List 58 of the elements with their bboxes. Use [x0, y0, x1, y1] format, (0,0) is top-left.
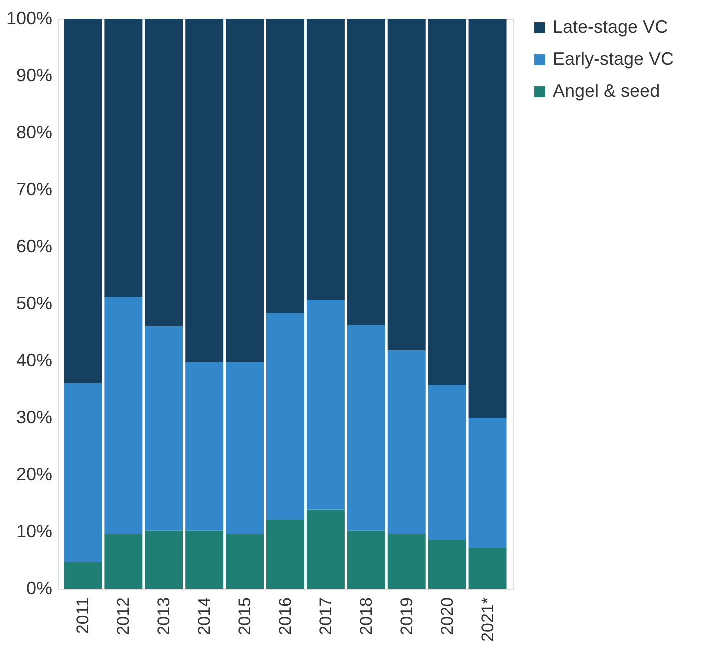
- bar: [468, 19, 507, 418]
- x-tick-label: 2020: [438, 598, 457, 636]
- bar: [347, 325, 386, 531]
- y-tick-label: 50%: [16, 294, 52, 314]
- bar: [145, 19, 184, 327]
- bar: [104, 19, 143, 298]
- bar: [428, 384, 466, 540]
- y-tick-label: 0%: [26, 578, 52, 598]
- bar: [306, 300, 345, 510]
- y-tick-label: 100%: [6, 8, 52, 28]
- bar: [347, 19, 386, 326]
- x-tick-label: 2016: [276, 598, 295, 636]
- x-tick-label: 2013: [154, 598, 174, 636]
- bar: [104, 534, 143, 589]
- bar: [468, 418, 507, 548]
- legend-label: Angel & seed: [553, 81, 660, 101]
- bar: [226, 534, 264, 589]
- y-tick-label: 40%: [16, 350, 52, 370]
- bar: [428, 19, 466, 385]
- bar: [347, 530, 386, 589]
- y-tick-label: 60%: [16, 236, 52, 256]
- bar: [388, 534, 426, 589]
- legend-label: Late-stage VC: [553, 17, 668, 37]
- bar: [266, 19, 304, 314]
- bar: [266, 313, 304, 520]
- x-tick-label: 2011: [74, 598, 93, 634]
- y-tick-label: 10%: [16, 522, 52, 542]
- bar: [266, 520, 304, 589]
- bar: [64, 19, 102, 384]
- bar: [186, 362, 224, 531]
- bar: [226, 19, 264, 362]
- bar: [145, 530, 184, 589]
- y-tick-label: 80%: [16, 122, 52, 142]
- bar: [388, 350, 426, 534]
- bar: [145, 326, 184, 531]
- bar: [388, 19, 426, 351]
- y-tick-label: 90%: [16, 66, 52, 86]
- bar: [186, 19, 224, 362]
- x-tick-label: 2014: [195, 598, 214, 636]
- bar: [428, 540, 466, 589]
- x-tick-label: 2015: [236, 598, 255, 636]
- y-tick-label: 70%: [16, 180, 52, 200]
- x-tick-label: 2019: [397, 598, 416, 636]
- y-tick-label: 20%: [16, 464, 52, 484]
- bar: [306, 19, 345, 300]
- bar: [64, 562, 102, 589]
- x-tick-label: 2018: [356, 598, 376, 636]
- legend-label: Early-stage VC: [553, 49, 674, 69]
- x-tick-label: 2017: [316, 598, 336, 636]
- x-tick-label: 2012: [114, 598, 134, 636]
- bar: [226, 362, 264, 534]
- bar: [306, 510, 345, 589]
- y-tick-label: 30%: [16, 408, 52, 428]
- bar: [64, 383, 102, 562]
- bar: [468, 548, 507, 589]
- bar: [186, 530, 224, 589]
- x-tick-label: 2021*: [478, 597, 498, 642]
- bar: [104, 297, 143, 534]
